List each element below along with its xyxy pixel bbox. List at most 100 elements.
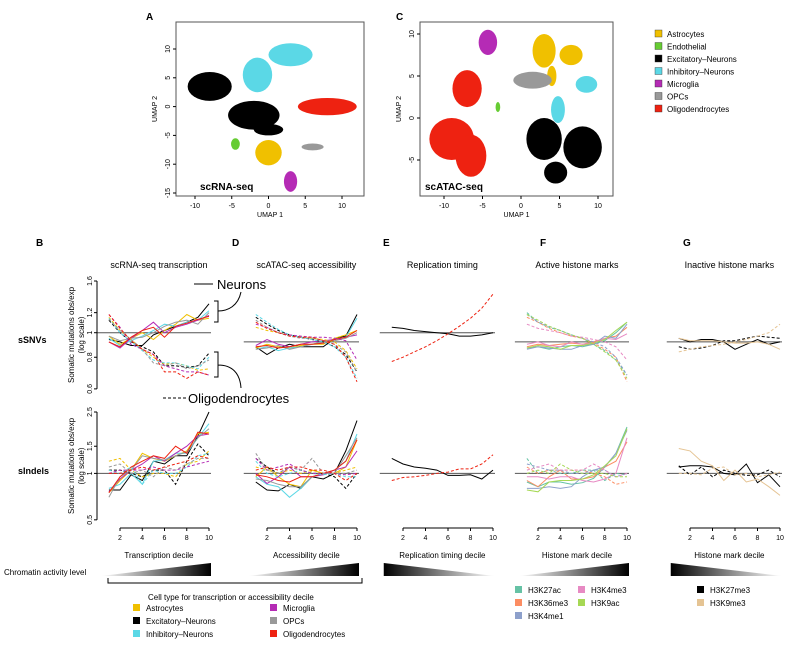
- panel-letter-g: G: [683, 238, 691, 249]
- y-axis-sublabel-sindels: (log scale): [77, 447, 86, 484]
- series-line-h3k27me3-dashed: [678, 465, 781, 478]
- series-line-excitatory-neurons-solid: [108, 411, 210, 491]
- series-line-inhibitory-neurons-solid: [255, 433, 358, 498]
- legend-swatch: [133, 630, 140, 637]
- x-tick-label: 6: [581, 535, 585, 542]
- series-line-h3k4me3-solid: [526, 437, 628, 483]
- activity-ramp-decreasing: [383, 563, 495, 576]
- x-tick-label: 8: [333, 535, 337, 542]
- cluster-inhibitory-neurons: [551, 96, 565, 124]
- cluster-opcs: [513, 71, 552, 89]
- y-tick-label: 1: [87, 331, 94, 335]
- cluster-oligodendrocytes: [455, 134, 487, 177]
- y-tick-label: 10: [409, 30, 416, 38]
- legend-item: Excitatory–Neurons: [667, 55, 737, 64]
- cluster-astrocytes: [255, 140, 282, 166]
- cluster-excitatory-neurons: [544, 161, 568, 184]
- legend-swatch: [654, 67, 663, 75]
- x-tick-label: 6: [446, 535, 450, 542]
- series-line-inhibitory-neurons-dashed: [255, 460, 357, 478]
- y-tick-label: -5: [409, 157, 416, 163]
- series-line-h3k4me3-solid: [526, 333, 628, 348]
- legend-swatch: [654, 29, 663, 38]
- cluster-excitatory-neurons: [228, 100, 280, 130]
- x-axis-label: UMAP 1: [257, 212, 283, 219]
- x-axis-label: UMAP 1: [504, 212, 530, 219]
- x-tick-label: 2: [265, 535, 269, 542]
- umap-panel-c: -10 -5 0 5 10 10 5 0 -5 UMAP 1 UMAP 2 scATAC-seq: [396, 21, 614, 219]
- series-line-oligodendrocytes-solid: [255, 439, 358, 483]
- series-line-oligodendrocytes-dashed: [391, 454, 494, 481]
- legend-item: H3K4me3: [591, 586, 627, 595]
- y-tick-label: 1.6: [87, 276, 94, 286]
- series-line-excitatory-neurons-dashed: [108, 443, 210, 486]
- panel-title: Inactive histone marks: [685, 260, 775, 270]
- activity-ramp-decreasing: [670, 563, 782, 576]
- series-line-microglia-dashed: [255, 323, 358, 361]
- series-line-oligodendrocytes-dashed: [255, 321, 358, 383]
- legend-swatch: [654, 104, 663, 113]
- x-tick-label: 4: [288, 535, 292, 542]
- y-tick-label: 5: [165, 76, 172, 80]
- legend-item: H3K36me3: [528, 599, 569, 608]
- x-axis-label: Transcription decile: [124, 551, 194, 560]
- series-line-excitatory-neurons-dashed: [108, 319, 210, 368]
- x-tick-label: 10: [594, 203, 602, 210]
- celltype-bracket: [107, 578, 363, 584]
- activity-ramp-increasing: [247, 563, 359, 576]
- series-line-excitatory-neurons-solid: [108, 303, 210, 346]
- x-tick-label: 8: [185, 535, 189, 542]
- series-line-h3k4me1-dashed: [526, 463, 628, 478]
- x-axis-label: Accessibility decile: [273, 551, 340, 560]
- umap-legend: Astrocytes Endothelial Excitatory–Neurons I…: [654, 29, 737, 114]
- legend-swatch: [654, 54, 663, 63]
- cluster-oligodendrocytes: [452, 70, 482, 108]
- legend-swatch: [270, 604, 277, 611]
- legend-swatch: [654, 42, 663, 50]
- series-line-oligodendrocytes-solid: [108, 315, 210, 348]
- umap-label: scRNA-seq: [200, 182, 253, 193]
- panel-letter-f: F: [540, 238, 546, 249]
- x-tick-label: 10: [623, 535, 631, 542]
- series-line-h3k9me3-dashed: [678, 323, 781, 353]
- y-tick-label: 1: [87, 471, 94, 475]
- oligo-annotation: Oligodendrocytes: [188, 391, 290, 406]
- series-line-astrocytes-solid: [255, 439, 358, 488]
- line-panel-e: Replication timing 2 4 6 8 10 Replication timi…: [379, 260, 497, 560]
- cluster-excitatory-neurons: [253, 123, 284, 136]
- cluster-endothelial: [231, 138, 240, 150]
- x-tick-label: 6: [310, 535, 314, 542]
- series-line-opcs-solid: [108, 428, 210, 498]
- series-line-astrocytes-solid: [108, 313, 210, 345]
- legend-item: H3K9me3: [710, 599, 746, 608]
- x-tick-label: 4: [711, 535, 715, 542]
- legend-item: H3K27ac: [528, 586, 561, 595]
- series-line-excitatory-neurons-solid: [255, 314, 358, 356]
- y-axis-label: UMAP 2: [396, 96, 403, 122]
- line-panel-g: Inactive histone marks 2 4 6 8 10 Histone mark…: [666, 260, 784, 560]
- x-tick-label: 8: [603, 535, 607, 542]
- series-line-oligodendrocytes-solid: [255, 330, 358, 349]
- line-panel-d: scATAC-seq accessibility 2 4 6 8 10 Accessibil…: [243, 260, 361, 560]
- line-panel-f: Active histone marks 2 4 6 8 10 Histone mark d…: [514, 260, 631, 560]
- cluster-astrocytes: [532, 34, 556, 68]
- x-tick-label: 4: [424, 535, 428, 542]
- legend-item: Microglia: [667, 80, 700, 89]
- legend-swatch: [578, 586, 585, 593]
- x-tick-label: 5: [558, 203, 562, 210]
- panel-title: scRNA-seq transcription: [110, 260, 207, 270]
- y-tick-label: 5: [409, 74, 416, 78]
- legend-swatch: [515, 586, 522, 593]
- y-axis-label: UMAP 2: [152, 96, 159, 122]
- cluster-excitatory-neurons: [187, 72, 232, 101]
- series-line-astrocytes-dashed: [255, 326, 358, 370]
- oligo-bracket: [214, 351, 242, 389]
- legend-swatch: [133, 604, 140, 611]
- legend-item: OPCs: [283, 617, 304, 626]
- cluster-endothelial: [495, 102, 501, 113]
- legend-swatch: [654, 92, 663, 100]
- x-tick-label: 8: [756, 535, 760, 542]
- y-axis-sublabel-ssnvs: (log scale): [77, 316, 86, 353]
- legend-swatch: [578, 599, 585, 606]
- cluster-inhibitory-neurons: [268, 43, 313, 67]
